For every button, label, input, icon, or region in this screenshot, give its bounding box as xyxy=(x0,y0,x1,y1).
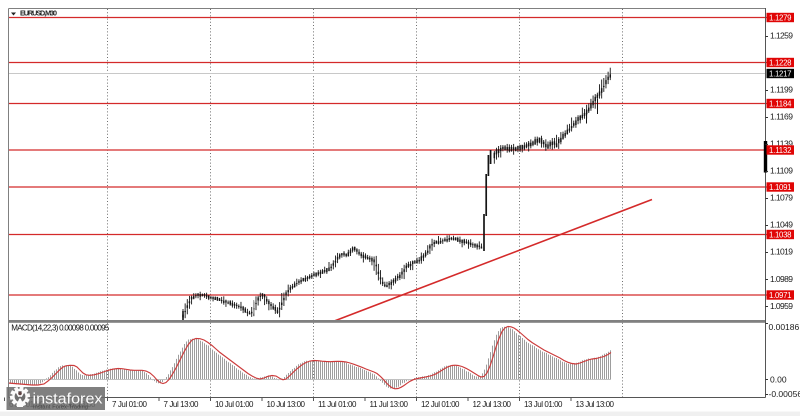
svg-text:1.1139: 1.1139 xyxy=(770,139,793,149)
svg-text:12 Jul 01:00: 12 Jul 01:00 xyxy=(421,400,460,409)
svg-text:11 Jul 13:00: 11 Jul 13:00 xyxy=(370,400,409,409)
svg-text:1.1091: 1.1091 xyxy=(769,183,792,192)
svg-text:Instant Forex Trading: Instant Forex Trading xyxy=(33,405,88,411)
svg-text:1.1019: 1.1019 xyxy=(770,247,793,257)
svg-text:1.1279: 1.1279 xyxy=(769,14,792,23)
svg-text:-0.00056: -0.00056 xyxy=(769,389,800,399)
svg-text:13 Jul 13:00: 13 Jul 13:00 xyxy=(576,400,615,409)
svg-text:1.1038: 1.1038 xyxy=(769,231,792,240)
svg-text:MACD(14,22,3) 0.00098 0.00095: MACD(14,22,3) 0.00098 0.00095 xyxy=(11,324,110,333)
svg-text:10 Jul 13:00: 10 Jul 13:00 xyxy=(267,400,306,409)
svg-text:1.1049: 1.1049 xyxy=(770,220,793,230)
svg-text:0.00: 0.00 xyxy=(770,375,787,385)
svg-text:7 Jul 01:00: 7 Jul 01:00 xyxy=(112,400,148,409)
svg-text:1.1079: 1.1079 xyxy=(770,193,793,203)
svg-text:1.1199: 1.1199 xyxy=(770,85,793,95)
svg-text:1.1169: 1.1169 xyxy=(770,112,793,122)
svg-text:1.1132: 1.1132 xyxy=(769,146,792,155)
svg-text:11 Jul 01:00: 11 Jul 01:00 xyxy=(318,400,357,409)
svg-text:12 Jul 13:00: 12 Jul 13:00 xyxy=(473,400,512,409)
svg-text:13 Jul 01:00: 13 Jul 01:00 xyxy=(524,400,563,409)
svg-text:10 Jul 01:00: 10 Jul 01:00 xyxy=(215,400,254,409)
svg-text:instaforex: instaforex xyxy=(33,392,104,408)
svg-text:1.1184: 1.1184 xyxy=(769,100,792,109)
svg-text:1.0959: 1.0959 xyxy=(770,301,793,311)
svg-text:7 Jul 13:00: 7 Jul 13:00 xyxy=(164,400,200,409)
svg-text:0.00186: 0.00186 xyxy=(769,322,800,332)
svg-text:1.1109: 1.1109 xyxy=(770,166,793,176)
svg-text:1.1228: 1.1228 xyxy=(769,59,792,68)
svg-text:EURUSD,M30: EURUSD,M30 xyxy=(20,8,57,17)
svg-text:1.1259: 1.1259 xyxy=(770,31,793,41)
svg-text:1.1217: 1.1217 xyxy=(769,70,792,79)
svg-text:1.0971: 1.0971 xyxy=(769,291,792,300)
svg-text:1.0989: 1.0989 xyxy=(770,274,793,284)
